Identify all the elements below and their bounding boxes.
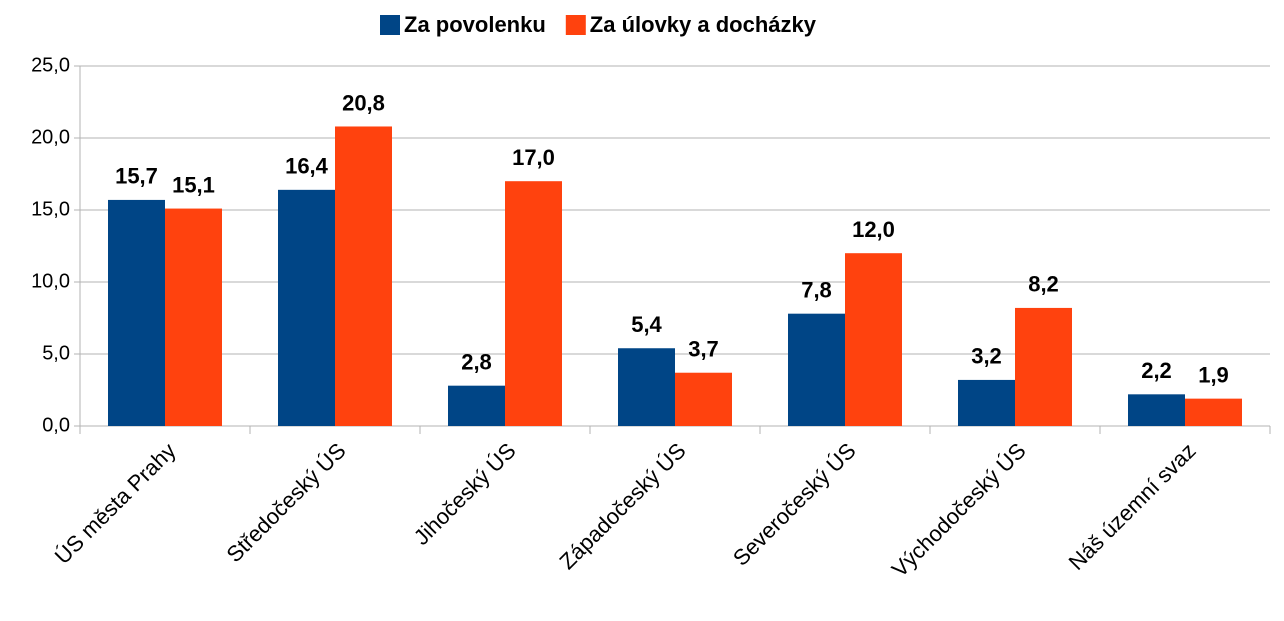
bar [675,372,732,426]
bar [448,385,505,426]
bar [618,348,675,426]
x-tick-label: Náš územní svaz [1064,438,1201,575]
value-label: 3,2 [971,344,1002,369]
bar [1015,307,1072,426]
bar [505,181,562,426]
bar [335,126,392,426]
legend-label: Za úlovky a docházky [590,12,817,37]
x-tick-label: Jihočeský ÚS [409,438,521,550]
bar [278,189,335,426]
x-tick-label: Severočeský ÚS [728,438,861,571]
bar [1185,398,1242,426]
y-tick-label: 20,0 [31,126,70,148]
x-tick-label: Středočeský ÚS [221,438,350,567]
x-tick-label: Východočeský ÚS [887,438,1031,582]
value-label: 2,8 [461,349,492,374]
y-tick-label: 15,0 [31,198,70,220]
y-tick-label: 5,0 [42,342,70,364]
bar [958,379,1015,426]
value-label: 3,7 [688,337,719,362]
value-label: 8,2 [1028,272,1059,297]
value-label: 12,0 [852,217,895,242]
y-tick-label: 25,0 [31,54,70,76]
y-tick-label: 0,0 [42,414,70,436]
bar [1128,394,1185,426]
bar [108,199,165,426]
value-label: 1,9 [1198,362,1229,387]
value-label: 20,8 [342,90,385,115]
legend-swatch [565,15,586,35]
value-label: 7,8 [801,277,832,302]
bar [845,253,902,426]
bar [165,208,222,426]
value-label: 15,1 [172,172,215,197]
y-tick-label: 10,0 [31,270,70,292]
x-tick-label: ÚS města Prahy [50,438,181,569]
value-label: 5,4 [631,312,662,337]
legend-swatch [380,15,400,35]
value-label: 17,0 [512,145,555,170]
bar [788,313,845,426]
value-label: 15,7 [115,164,158,189]
legend-label: Za povolenku [404,12,546,37]
x-tick-label: Západočeský ÚS [555,438,691,574]
value-label: 2,2 [1141,358,1172,383]
value-label: 16,4 [285,154,329,179]
